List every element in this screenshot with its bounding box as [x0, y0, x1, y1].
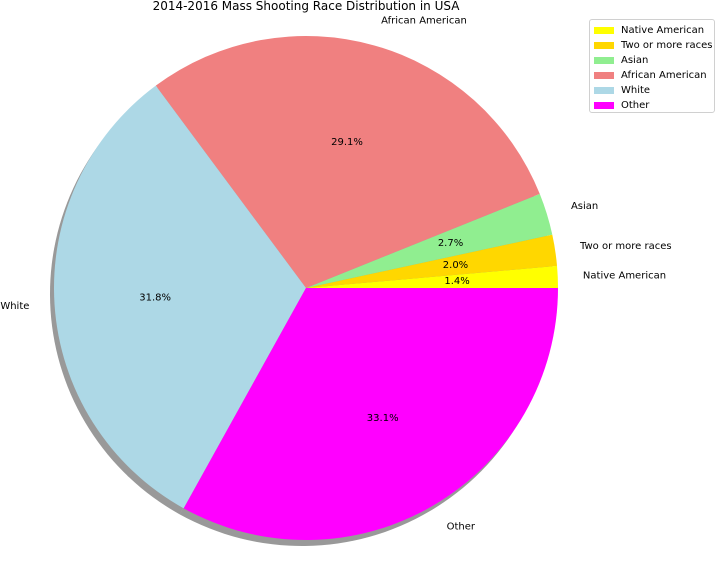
- legend-item-other: Other: [594, 98, 714, 113]
- pie-labels: 1.4% Native American 2.0% Two or more races…: [0, 16, 671, 533]
- legend-item-white: White: [594, 83, 714, 98]
- pie-percent-label-asian: 2.7%: [438, 238, 463, 249]
- pie-slice-two-or-more-races: [306, 234, 558, 288]
- legend-label-two-or-more-races: Two or more races: [621, 40, 713, 51]
- pie-slice-african-american: [155, 35, 540, 288]
- pie-slice-asian: [306, 193, 553, 288]
- legend: Native American Two or more races Asian …: [589, 19, 715, 113]
- legend-label-white: White: [621, 85, 651, 96]
- legend-item-native-american: Native American: [594, 23, 714, 38]
- legend-swatch-two-or-more-races: [594, 42, 614, 49]
- pie-category-label-white: White: [0, 301, 29, 312]
- legend-swatch-african-american: [594, 72, 614, 79]
- pie-percent-label-other: 33.1%: [367, 413, 399, 424]
- pie-slice-other: [183, 288, 559, 541]
- legend-item-asian: Asian: [594, 53, 714, 68]
- pie-slices: [53, 35, 559, 541]
- pie-percent-label-white: 31.8%: [139, 292, 171, 303]
- pie-category-label-asian: Asian: [571, 201, 598, 212]
- chart-title: 2014-2016 Mass Shooting Race Distributio…: [152, 0, 460, 13]
- legend-label-african-american: African American: [621, 70, 707, 81]
- legend-item-two-or-more-races: Two or more races: [594, 38, 714, 53]
- pie-category-label-other: Other: [447, 521, 476, 532]
- pie-slice-native-american: [306, 265, 559, 288]
- pie-percent-label-native-american: 1.4%: [444, 276, 469, 287]
- legend-swatch-native-american: [594, 27, 614, 34]
- legend-swatch-white: [594, 87, 614, 94]
- pie-category-label-african-american: African American: [381, 16, 467, 27]
- legend-label-asian: Asian: [621, 55, 649, 66]
- pie-category-label-native-american: Native American: [583, 270, 666, 281]
- pie-percent-label-two-or-more-races: 2.0%: [443, 260, 468, 271]
- legend-item-african-american: African American: [594, 68, 714, 83]
- pie-slice-white: [53, 85, 307, 509]
- legend-swatch-asian: [594, 57, 614, 64]
- legend-swatch-other: [594, 102, 614, 109]
- legend-label-other: Other: [621, 100, 650, 111]
- legend-label-native-american: Native American: [621, 25, 705, 36]
- pie-category-label-two-or-more-races: Two or more races: [579, 241, 672, 252]
- pie-percent-label-african-american: 29.1%: [331, 137, 363, 148]
